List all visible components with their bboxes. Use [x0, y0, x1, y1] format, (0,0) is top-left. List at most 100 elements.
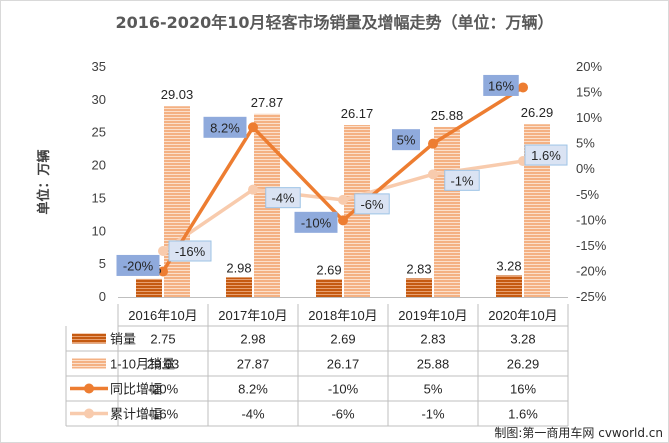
bar-sales-label: 2.98 [226, 260, 251, 275]
table-cell: -1% [421, 407, 445, 422]
table-header-category: 2017年10月 [218, 308, 287, 323]
table-cell: 16% [510, 382, 536, 397]
bar-cumulative-sales [164, 106, 190, 297]
bar-sales-label: 3.28 [496, 258, 521, 273]
table-cell: 1.6% [508, 407, 538, 422]
bar-sales [316, 279, 342, 297]
marker-yoy-growth [248, 122, 258, 133]
table-row-label: 累计增幅 [110, 407, 162, 422]
bar-cumulative-label: 25.88 [431, 108, 464, 123]
table-cell: -10% [328, 382, 359, 397]
table-cell: 2.98 [240, 332, 265, 347]
bar-cumulative-label: 29.03 [161, 87, 194, 102]
marker-cumulative-growth [248, 184, 258, 195]
cumulative-growth-label-box [524, 144, 568, 166]
bar-cumulative-label: 26.29 [521, 105, 554, 120]
table-header-category: 2020年10月 [488, 308, 557, 323]
cumulative-growth-label-box [444, 169, 480, 191]
bar-sales [496, 275, 522, 297]
table-cell: 8.2% [238, 382, 268, 397]
y2-tick-label: 5% [576, 136, 595, 151]
y2-tick-label: -20% [576, 263, 607, 278]
marker-cumulative-growth [428, 169, 438, 180]
cumulative-growth-label: -4% [271, 191, 295, 206]
table-header-category: 2019年10月 [398, 308, 467, 323]
yoy-growth-label-box [294, 211, 338, 233]
cumulative-growth-label-box [354, 193, 390, 215]
yoy-growth-label: 8.2% [210, 120, 240, 135]
cumulative-growth-label: -6% [360, 197, 384, 212]
legend-marker-cumulative-growth [84, 408, 94, 419]
legend-swatch-sales [72, 333, 106, 344]
bar-sales-label: 2.69 [316, 262, 341, 277]
chart-title: 2016-2020年10月轻客市场销量及增幅走势（单位：万辆） [116, 13, 554, 32]
table-cell: 27.87 [237, 357, 270, 372]
marker-cumulative-growth [158, 246, 168, 256]
table-row-label: 同比增幅 [110, 382, 162, 397]
bar-sales-label: 2.83 [406, 261, 431, 276]
bar-cumulative-label: 27.87 [251, 95, 284, 110]
table-cell: -16% [148, 407, 179, 422]
table-header-category: 2016年10月 [128, 308, 197, 323]
table-cell: -6% [331, 407, 355, 422]
y-tick-label: 35 [92, 59, 106, 74]
table-header-category: 2018年10月 [308, 308, 377, 323]
cumulative-growth-label-box [168, 240, 212, 262]
legend-swatch-cumulative-sales [72, 358, 106, 369]
cumulative-growth-label: -1% [450, 173, 474, 188]
cumulative-growth-label: -16% [175, 244, 206, 259]
y-tick-label: 25 [92, 125, 106, 140]
table-cell: 5% [424, 382, 443, 397]
bar-cumulative-sales [434, 126, 460, 297]
bar-sales [406, 278, 432, 297]
cumulative-growth-label-box [265, 187, 301, 209]
bar-sales [136, 278, 162, 297]
y-tick-label: 30 [92, 92, 106, 107]
marker-cumulative-growth [338, 194, 348, 205]
y-tick-label: 15 [92, 190, 106, 205]
yoy-growth-label: -10% [301, 215, 332, 230]
yoy-growth-label-box [203, 116, 247, 138]
y-tick-label: 0 [99, 289, 106, 304]
table-cell: 3.28 [510, 332, 535, 347]
cumulative-growth-label: 1.6% [531, 148, 561, 163]
table-cell: 25.88 [417, 357, 450, 372]
bar-cumulative-label: 26.17 [341, 106, 374, 121]
y-axis-label: 单位：万辆 [36, 149, 51, 214]
yoy-growth-label-box [392, 129, 420, 151]
y-tick-label: 5 [99, 256, 106, 271]
marker-yoy-growth [338, 215, 348, 226]
yoy-growth-label-box [116, 254, 160, 276]
table-cell: 2.75 [150, 332, 175, 347]
table-cell: 26.29 [507, 357, 540, 372]
yoy-growth-label: -20% [123, 258, 154, 273]
table-cell: -4% [241, 407, 265, 422]
bar-sales [226, 277, 252, 297]
yoy-growth-label: 16% [488, 78, 514, 93]
yoy-growth-label: 5% [397, 133, 416, 148]
y2-tick-label: 10% [576, 110, 602, 125]
y2-tick-label: 0% [576, 161, 595, 176]
table-cell: 2.83 [420, 332, 445, 347]
y2-tick-label: -5% [576, 187, 600, 202]
y2-tick-label: -25% [576, 289, 607, 304]
y-tick-label: 10 [92, 223, 106, 238]
y-tick-label: 20 [92, 158, 106, 173]
legend-marker-yoy-growth [84, 383, 94, 394]
table-cell: 2.69 [330, 332, 355, 347]
y2-tick-label: 15% [576, 85, 602, 100]
table-cell: 29.03 [147, 357, 180, 372]
table-row-label: 销量 [110, 332, 136, 347]
y2-tick-label: 20% [576, 59, 602, 74]
marker-yoy-growth [518, 82, 528, 93]
y2-tick-label: -15% [576, 238, 607, 253]
footer-credit: 制图:第一商用车网 cvworld.cn [494, 425, 663, 440]
table-cell: -20% [148, 382, 179, 397]
marker-yoy-growth [428, 138, 438, 149]
table-cell: 26.17 [327, 357, 360, 372]
marker-yoy-growth [158, 266, 168, 277]
y2-tick-label: -10% [576, 212, 607, 227]
table-row-label: 1-10月销量 [110, 357, 175, 372]
yoy-growth-label-box [483, 74, 519, 96]
